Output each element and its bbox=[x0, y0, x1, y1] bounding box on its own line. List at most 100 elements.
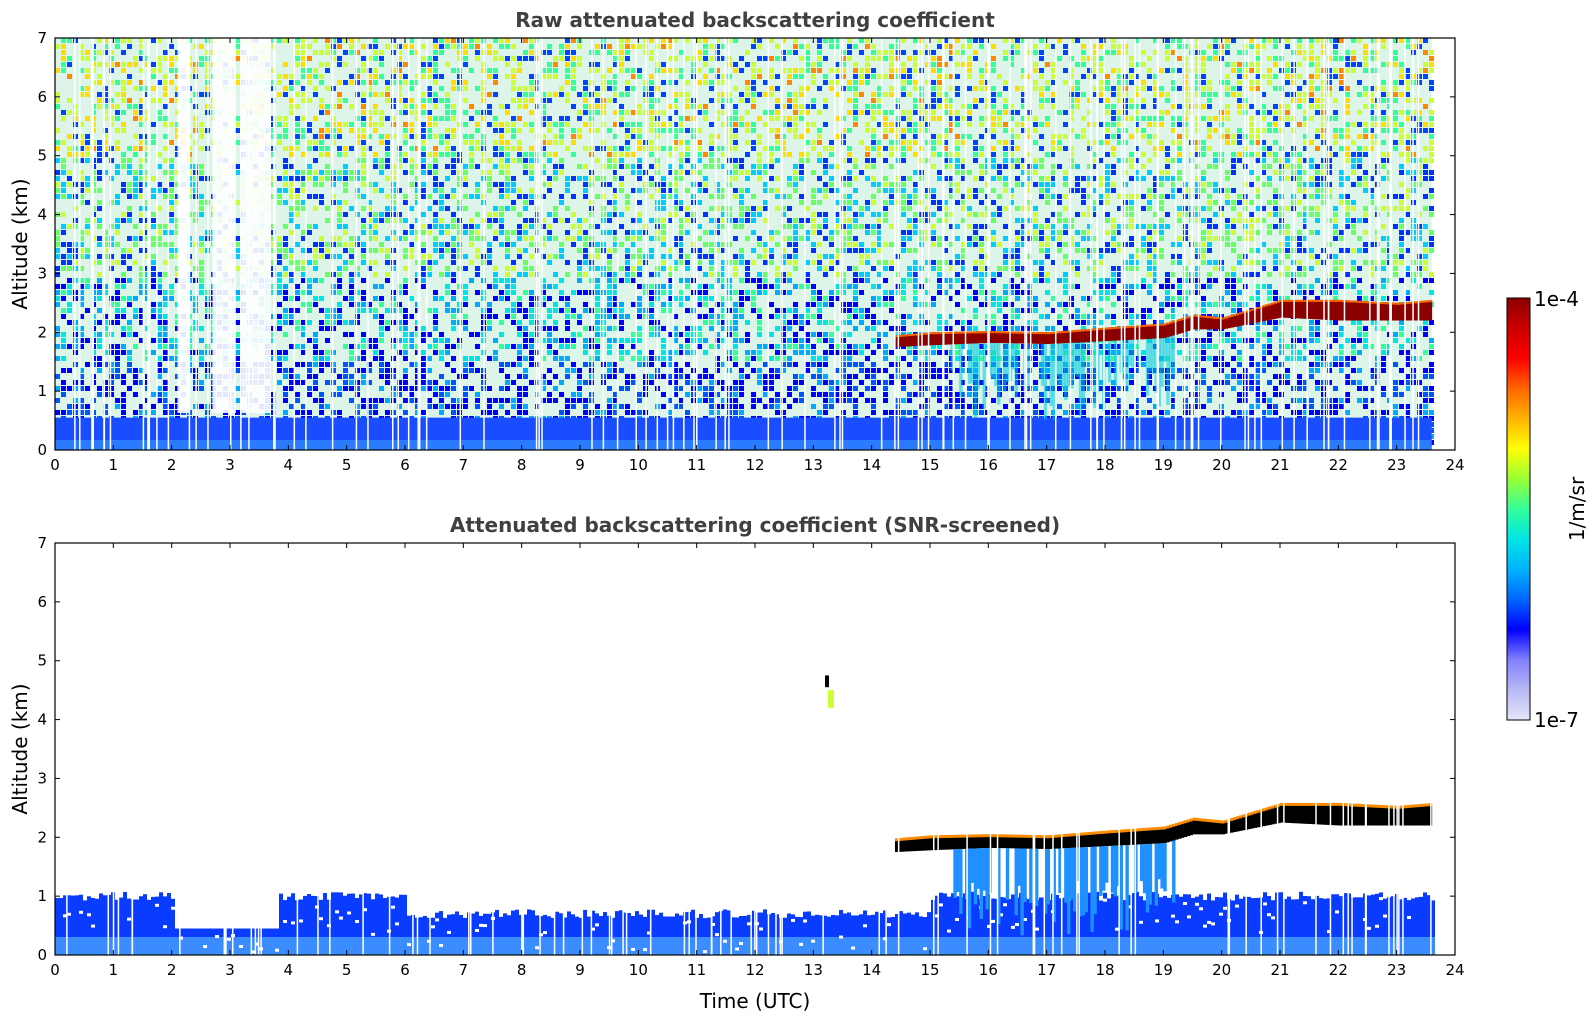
raw-speckle bbox=[523, 86, 528, 91]
raw-speckle bbox=[427, 398, 432, 403]
raw-speckle bbox=[61, 296, 66, 301]
raw-speckle bbox=[319, 176, 324, 181]
raw-speckle bbox=[745, 170, 750, 175]
raw-speckle bbox=[721, 308, 726, 313]
raw-speckle bbox=[835, 224, 840, 229]
raw-speckle bbox=[475, 212, 480, 217]
raw-speckle bbox=[739, 158, 744, 163]
raw-speckle bbox=[283, 116, 288, 121]
raw-speckle bbox=[379, 188, 384, 193]
raw-speckle bbox=[139, 158, 144, 163]
raw-speckle bbox=[235, 74, 240, 79]
raw-speckle bbox=[553, 236, 558, 241]
raw-speckle bbox=[85, 152, 90, 157]
raw-speckle bbox=[163, 260, 168, 265]
raw-speckle bbox=[517, 320, 522, 325]
raw-speckle bbox=[97, 356, 102, 361]
raw-speckle bbox=[529, 164, 534, 169]
raw-speckle bbox=[301, 44, 306, 49]
raw-speckle bbox=[535, 392, 540, 397]
raw-speckle bbox=[121, 86, 126, 91]
raw-speckle bbox=[67, 74, 72, 79]
raw-speckle bbox=[709, 398, 714, 403]
raw-speckle bbox=[79, 314, 84, 319]
raw-speckle bbox=[613, 56, 618, 61]
raw-speckle bbox=[367, 248, 372, 253]
raw-speckle bbox=[745, 92, 750, 97]
raw-speckle bbox=[529, 50, 534, 55]
raw-speckle bbox=[709, 266, 714, 271]
raw-speckle bbox=[85, 86, 90, 91]
raw-speckle bbox=[361, 152, 366, 157]
raw-speckle bbox=[607, 158, 612, 163]
raw-speckle bbox=[577, 230, 582, 235]
raw-speckle bbox=[673, 404, 678, 409]
raw-speckle bbox=[577, 290, 582, 295]
raw-speckle bbox=[739, 314, 744, 319]
raw-speckle bbox=[583, 194, 588, 199]
raw-speckle bbox=[139, 44, 144, 49]
raw-speckle bbox=[385, 374, 390, 379]
raw-speckle bbox=[391, 176, 396, 181]
raw-speckle bbox=[367, 134, 372, 139]
raw-speckle bbox=[511, 176, 516, 181]
raw-speckle bbox=[631, 134, 636, 139]
raw-speckle bbox=[409, 104, 414, 109]
raw-speckle bbox=[163, 56, 168, 61]
raw-speckle bbox=[373, 80, 378, 85]
raw-speckle bbox=[685, 332, 690, 337]
raw-speckle bbox=[433, 380, 438, 385]
raw-speckle bbox=[781, 344, 786, 349]
raw-speckle bbox=[151, 74, 156, 79]
raw-speckle bbox=[139, 284, 144, 289]
raw-speckle bbox=[787, 182, 792, 187]
raw-speckle bbox=[139, 188, 144, 193]
raw-speckle bbox=[85, 200, 90, 205]
raw-speckle bbox=[319, 368, 324, 373]
raw-speckle bbox=[421, 74, 426, 79]
raw-speckle bbox=[559, 134, 564, 139]
raw-speckle bbox=[163, 332, 168, 337]
raw-speckle bbox=[637, 236, 642, 241]
raw-speckle bbox=[625, 200, 630, 205]
raw-speckle bbox=[373, 188, 378, 193]
raw-speckle bbox=[55, 332, 60, 337]
raw-speckle bbox=[661, 308, 666, 313]
raw-speckle bbox=[337, 266, 342, 271]
raw-speckle bbox=[703, 302, 708, 307]
raw-speckle bbox=[745, 86, 750, 91]
raw-speckle bbox=[163, 326, 168, 331]
raw-speckle bbox=[499, 56, 504, 61]
raw-speckle bbox=[289, 146, 294, 151]
raw-speckle bbox=[151, 272, 156, 277]
raw-speckle bbox=[433, 68, 438, 73]
raw-speckle bbox=[559, 254, 564, 259]
raw-speckle bbox=[595, 284, 600, 289]
raw-speckle bbox=[151, 194, 156, 199]
raw-speckle bbox=[757, 326, 762, 331]
raw-speckle bbox=[841, 50, 846, 55]
raw-speckle bbox=[325, 338, 330, 343]
raw-speckle bbox=[169, 176, 174, 181]
raw-speckle bbox=[421, 158, 426, 163]
raw-speckle bbox=[61, 164, 66, 169]
raw-speckle bbox=[721, 218, 726, 223]
raw-speckle bbox=[433, 56, 438, 61]
raw-speckle bbox=[373, 158, 378, 163]
raw-speckle bbox=[439, 296, 444, 301]
raw-speckle bbox=[283, 200, 288, 205]
raw-speckle bbox=[121, 248, 126, 253]
raw-speckle bbox=[451, 254, 456, 259]
raw-speckle bbox=[55, 158, 60, 163]
raw-speckle bbox=[331, 104, 336, 109]
raw-speckle bbox=[793, 362, 798, 367]
raw-speckle bbox=[799, 398, 804, 403]
raw-speckle bbox=[277, 356, 282, 361]
raw-speckle bbox=[169, 158, 174, 163]
raw-speckle bbox=[391, 206, 396, 211]
raw-speckle bbox=[487, 404, 492, 409]
raw-speckle bbox=[355, 272, 360, 277]
raw-speckle bbox=[793, 332, 798, 337]
raw-speckle bbox=[97, 362, 102, 367]
raw-speckle bbox=[799, 338, 804, 343]
